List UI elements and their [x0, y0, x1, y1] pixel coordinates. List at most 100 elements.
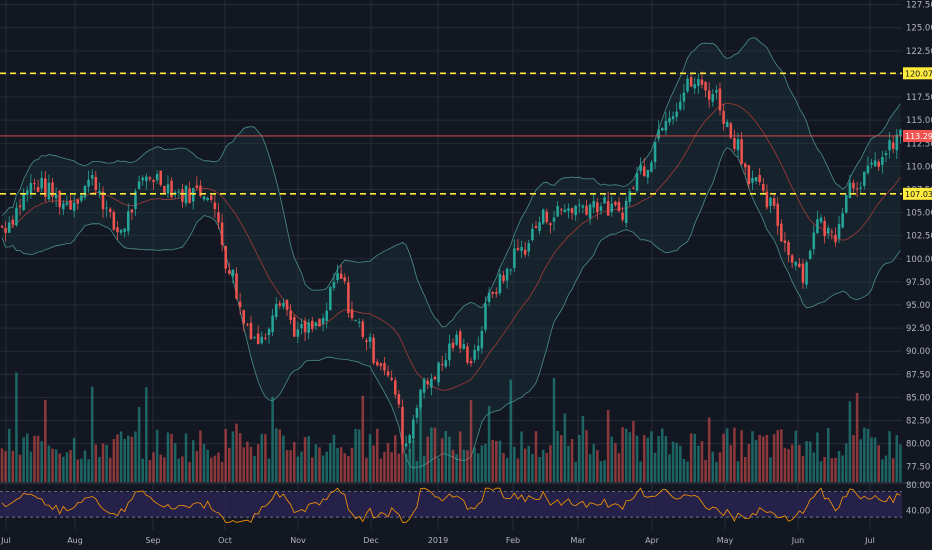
- volume-bar: [567, 445, 570, 482]
- candle-body: [848, 182, 852, 198]
- volume-bar: [72, 437, 76, 482]
- volume-bar: [675, 442, 678, 482]
- candle-body: [253, 336, 256, 338]
- candle-body: [365, 340, 368, 342]
- candle-body: [841, 213, 844, 228]
- candle-body: [502, 275, 505, 281]
- volume-bar: [805, 441, 808, 482]
- volume-bar: [260, 433, 264, 482]
- volume-bar: [787, 449, 790, 482]
- candle-body: [873, 160, 877, 167]
- price-tick-label: 117.50: [906, 93, 932, 103]
- volume-bar: [866, 428, 870, 482]
- candle-body: [574, 205, 577, 216]
- candle-body: [729, 123, 733, 138]
- candle-body: [758, 175, 761, 182]
- volume-bar: [469, 400, 473, 482]
- volume-bar: [311, 457, 314, 482]
- volume-bar: [899, 444, 902, 482]
- volume-bar: [556, 430, 559, 482]
- candle-body: [891, 142, 895, 149]
- candle-body: [772, 198, 776, 206]
- volume-bar: [664, 436, 668, 482]
- volume-bar: [754, 439, 758, 482]
- candle-body: [249, 322, 253, 340]
- candle-body: [707, 90, 711, 100]
- volume-bar: [296, 456, 300, 482]
- candle-body: [491, 292, 494, 294]
- candle-body: [458, 331, 462, 349]
- candle-body: [0, 225, 4, 227]
- volume-bar: [325, 451, 328, 482]
- volume-bar: [635, 435, 639, 482]
- volume-bar: [718, 452, 722, 482]
- candle-body: [375, 361, 379, 366]
- level-tag-label: 113.29: [905, 132, 932, 141]
- volume-bar: [520, 431, 523, 482]
- volume-bar: [303, 437, 307, 482]
- price-tick-label: 122.50: [906, 47, 932, 57]
- volume-bar: [552, 377, 556, 482]
- candle-body: [661, 127, 664, 131]
- volume-bar: [426, 436, 430, 482]
- volume-bar: [559, 435, 563, 482]
- volume-bar: [108, 457, 112, 482]
- candle-body: [823, 221, 826, 237]
- level-tag: [903, 67, 932, 80]
- volume-bar: [545, 452, 549, 482]
- volume-bar: [455, 454, 458, 482]
- rsi-panel: 80.00 40.00: [0, 481, 932, 523]
- volume-bar: [689, 433, 693, 482]
- volume-bar: [33, 435, 36, 482]
- volume-bar: [513, 446, 516, 482]
- price-tick-label: 77.50: [906, 463, 930, 473]
- volume-bar: [780, 429, 783, 482]
- volume-bar: [682, 459, 686, 482]
- candle-body: [715, 90, 718, 93]
- candle-body: [72, 202, 76, 211]
- volume-bar: [318, 447, 321, 482]
- price-tick-label: 115.00: [906, 116, 932, 126]
- volume-bar: [606, 410, 610, 482]
- candle-body: [527, 243, 531, 252]
- candle-body: [563, 209, 567, 213]
- volume-bar: [404, 453, 408, 482]
- candle-body: [888, 140, 891, 151]
- volume-bar: [332, 434, 336, 482]
- candle-body: [368, 336, 372, 342]
- candle-body: [210, 195, 213, 200]
- candle-body: [805, 262, 808, 285]
- volume-bar: [776, 430, 779, 482]
- volume-bar: [271, 396, 274, 482]
- candle-body: [437, 362, 440, 383]
- volume-bar: [476, 453, 480, 482]
- candle-body: [769, 197, 772, 206]
- volume-bar: [0, 448, 4, 482]
- volume-bar: [98, 456, 101, 482]
- volume-bar: [394, 435, 397, 482]
- volume-bar: [372, 445, 375, 482]
- candle-body: [271, 315, 274, 333]
- candle-body: [408, 435, 411, 444]
- candle-body: [495, 292, 498, 294]
- volume-bar: [210, 457, 213, 482]
- volume-bar: [729, 445, 733, 482]
- volume-bar: [357, 429, 361, 482]
- volume-bar: [375, 428, 379, 482]
- candle-body: [159, 170, 163, 185]
- candle-body: [541, 209, 545, 224]
- candle-body: [462, 344, 466, 349]
- volume-bar: [101, 443, 105, 482]
- volume-bar: [412, 440, 415, 482]
- volume-bar: [610, 436, 614, 482]
- volume-bar: [264, 434, 267, 482]
- volume-bar: [863, 427, 866, 482]
- candle-body: [581, 205, 585, 208]
- volume-bar: [397, 453, 401, 482]
- volume-bar: [152, 452, 155, 482]
- candle-body: [29, 183, 33, 194]
- volume-bar: [368, 434, 372, 482]
- time-tick-label: Mar: [570, 536, 586, 545]
- candle-body: [246, 324, 249, 326]
